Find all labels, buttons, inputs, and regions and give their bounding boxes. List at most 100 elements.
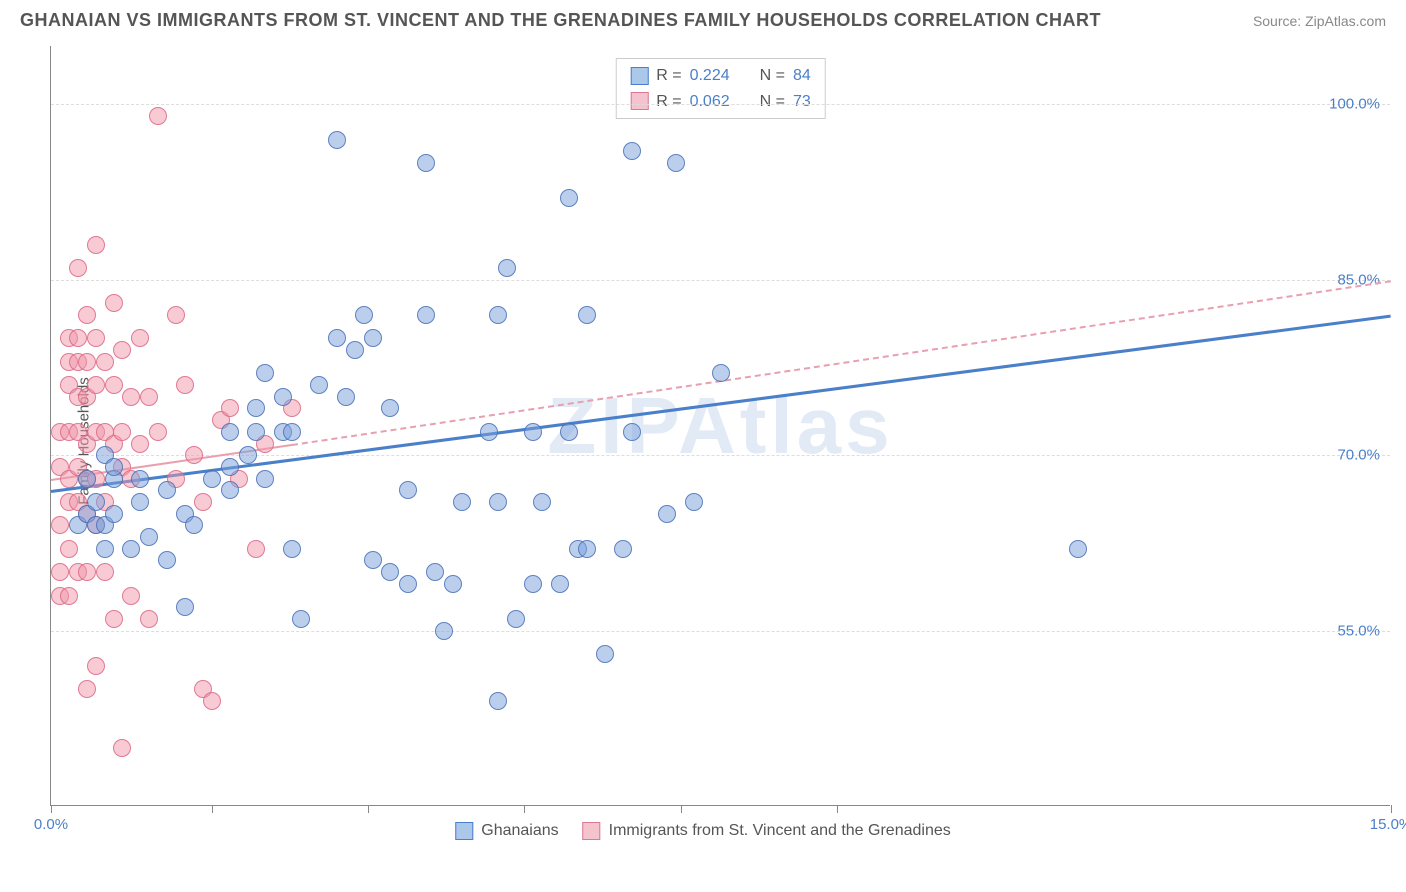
- data-point: [131, 470, 149, 488]
- data-point: [78, 353, 96, 371]
- data-point: [524, 575, 542, 593]
- plot-area: ZIPAtlas R =0.224N =84R =0.062N =73 55.0…: [50, 46, 1390, 806]
- n-value: 84: [793, 63, 811, 89]
- source-label: Source: ZipAtlas.com: [1253, 13, 1386, 29]
- data-point: [658, 505, 676, 523]
- data-point: [185, 446, 203, 464]
- data-point: [614, 540, 632, 558]
- data-point: [247, 423, 265, 441]
- data-point: [105, 376, 123, 394]
- legend-stats: R =0.224N =84R =0.062N =73: [615, 58, 826, 119]
- x-tick: [837, 805, 838, 813]
- x-tick: [212, 805, 213, 813]
- data-point: [105, 505, 123, 523]
- data-point: [221, 458, 239, 476]
- data-point: [444, 575, 462, 593]
- data-point: [158, 481, 176, 499]
- n-value: 73: [793, 89, 811, 115]
- chart-title: GHANAIAN VS IMMIGRANTS FROM ST. VINCENT …: [20, 10, 1101, 31]
- data-point: [87, 657, 105, 675]
- data-point: [105, 294, 123, 312]
- n-label: N =: [760, 63, 785, 89]
- data-point: [453, 493, 471, 511]
- chart-container: Family Households ZIPAtlas R =0.224N =84…: [0, 36, 1406, 846]
- data-point: [533, 493, 551, 511]
- data-point: [221, 423, 239, 441]
- data-point: [337, 388, 355, 406]
- data-point: [221, 399, 239, 417]
- data-point: [131, 329, 149, 347]
- data-point: [310, 376, 328, 394]
- data-point: [560, 423, 578, 441]
- data-point: [667, 154, 685, 172]
- data-point: [417, 306, 435, 324]
- legend-series-item: Immigrants from St. Vincent and the Gren…: [583, 822, 951, 840]
- chart-header: GHANAIAN VS IMMIGRANTS FROM ST. VINCENT …: [0, 0, 1406, 36]
- data-point: [328, 329, 346, 347]
- data-point: [87, 493, 105, 511]
- data-point: [176, 376, 194, 394]
- data-point: [149, 423, 167, 441]
- data-point: [274, 388, 292, 406]
- data-point: [355, 306, 373, 324]
- x-tick: [681, 805, 682, 813]
- legend-swatch: [630, 67, 648, 85]
- data-point: [122, 388, 140, 406]
- data-point: [87, 329, 105, 347]
- data-point: [60, 587, 78, 605]
- data-point: [113, 341, 131, 359]
- r-value: 0.224: [690, 63, 730, 89]
- legend-swatch: [455, 822, 473, 840]
- data-point: [78, 306, 96, 324]
- r-label: R =: [656, 63, 681, 89]
- data-point: [685, 493, 703, 511]
- data-point: [560, 189, 578, 207]
- x-tick: [51, 805, 52, 813]
- data-point: [176, 598, 194, 616]
- y-tick-label: 70.0%: [1337, 447, 1380, 464]
- legend-series-item: Ghanaians: [455, 822, 558, 840]
- data-point: [399, 481, 417, 499]
- data-point: [507, 610, 525, 628]
- n-label: N =: [760, 89, 785, 115]
- data-point: [69, 259, 87, 277]
- legend-series-label: Immigrants from St. Vincent and the Gren…: [609, 822, 951, 840]
- gridline: [51, 631, 1390, 632]
- data-point: [489, 306, 507, 324]
- data-point: [113, 739, 131, 757]
- trend-line: [292, 280, 1391, 446]
- data-point: [435, 622, 453, 640]
- data-point: [364, 551, 382, 569]
- x-tick-label: 15.0%: [1370, 816, 1406, 833]
- data-point: [426, 563, 444, 581]
- data-point: [122, 540, 140, 558]
- data-point: [78, 563, 96, 581]
- data-point: [247, 399, 265, 417]
- x-tick: [1391, 805, 1392, 813]
- data-point: [256, 364, 274, 382]
- data-point: [87, 236, 105, 254]
- legend-swatch: [630, 92, 648, 110]
- r-value: 0.062: [690, 89, 730, 115]
- data-point: [489, 493, 507, 511]
- data-point: [283, 423, 301, 441]
- data-point: [96, 563, 114, 581]
- data-point: [78, 680, 96, 698]
- data-point: [578, 540, 596, 558]
- data-point: [69, 329, 87, 347]
- data-point: [96, 540, 114, 558]
- data-point: [203, 692, 221, 710]
- data-point: [247, 540, 265, 558]
- data-point: [399, 575, 417, 593]
- legend-stat-row: R =0.062N =73: [630, 89, 811, 115]
- data-point: [596, 645, 614, 663]
- data-point: [149, 107, 167, 125]
- data-point: [131, 493, 149, 511]
- data-point: [417, 154, 435, 172]
- data-point: [364, 329, 382, 347]
- data-point: [194, 493, 212, 511]
- y-tick-label: 55.0%: [1337, 622, 1380, 639]
- data-point: [346, 341, 364, 359]
- data-point: [87, 376, 105, 394]
- data-point: [140, 388, 158, 406]
